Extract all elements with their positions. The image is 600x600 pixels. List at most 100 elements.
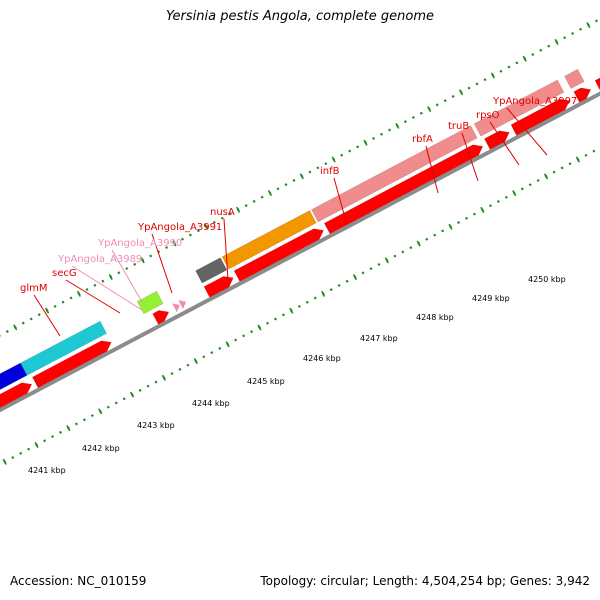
outer-tick-dot bbox=[451, 94, 455, 98]
outer-tick-dot bbox=[411, 115, 415, 119]
outer-tick-dot bbox=[244, 204, 248, 208]
outer-major-tick bbox=[331, 156, 336, 163]
outer-tick-dot bbox=[228, 212, 232, 216]
label-leader-line bbox=[111, 249, 143, 303]
outer-tick-dot bbox=[188, 233, 192, 237]
label-leaders bbox=[33, 107, 548, 337]
inner-tick-dot bbox=[178, 367, 182, 371]
inner-major-tick bbox=[512, 190, 517, 197]
outer-tick-dot bbox=[117, 271, 121, 275]
outer-tick-dot bbox=[419, 111, 423, 115]
outer-major-tick bbox=[108, 273, 113, 281]
outer-major-tick bbox=[395, 122, 400, 129]
outer-tick-dot bbox=[220, 216, 224, 220]
outer-major-tick bbox=[363, 139, 368, 146]
forward-gene-bar bbox=[203, 276, 234, 298]
gene-label: YpAngola_A3989 bbox=[57, 254, 142, 265]
outer-tick-dot bbox=[125, 267, 129, 271]
inner-major-tick bbox=[66, 425, 71, 432]
infB-gene-bar bbox=[311, 125, 478, 223]
inner-tick-dot bbox=[425, 237, 429, 241]
outer-tick-dot bbox=[212, 220, 216, 224]
label-leader-line bbox=[489, 121, 520, 166]
outer-major-tick bbox=[236, 206, 241, 213]
label-leader-line bbox=[65, 279, 121, 314]
inner-tick-dot bbox=[465, 216, 469, 220]
inner-tick-dot bbox=[82, 418, 86, 422]
kbp-label: 4249 kbp bbox=[472, 294, 510, 303]
kbp-label: 4242 kbp bbox=[82, 444, 120, 453]
forward-gene-bar bbox=[323, 144, 484, 235]
inner-tick-dot bbox=[186, 363, 190, 367]
inner-tick-dot bbox=[496, 200, 500, 203]
inner-tick-dot bbox=[433, 233, 437, 237]
inner-tick-dot bbox=[473, 212, 476, 216]
label-leader-line bbox=[71, 265, 143, 311]
inner-tick-dot bbox=[218, 346, 222, 350]
inner-tick-dot bbox=[568, 162, 572, 166]
gene-label: glmM bbox=[20, 283, 48, 294]
label-leader-line bbox=[425, 145, 439, 194]
outer-tick-dot bbox=[29, 317, 33, 321]
gene-labels: glmM secG YpAngola_A3989 YpAngola_A3990 YpAn… bbox=[20, 96, 577, 294]
outer-tick-dot bbox=[292, 178, 296, 182]
gene-label: YpAngola_A3990 bbox=[97, 238, 182, 249]
inner-major-tick bbox=[225, 341, 230, 348]
outer-major-tick bbox=[172, 240, 177, 247]
gene-label: YpAngola_A3991 bbox=[137, 222, 222, 233]
map-title: Yersinia pestis Angola, complete genome bbox=[166, 9, 434, 24]
outer-tick-dot bbox=[324, 162, 328, 166]
inner-tick-dot bbox=[59, 430, 62, 434]
outer-major-tick bbox=[458, 89, 464, 96]
inner-major-tick bbox=[129, 391, 135, 398]
inner-tick-dot bbox=[114, 401, 118, 405]
gene-label: rbfA bbox=[412, 134, 433, 145]
outer-major-tick bbox=[13, 324, 18, 331]
cyan-gene-bar bbox=[20, 320, 108, 376]
inner-major-tick bbox=[416, 240, 421, 247]
outer-tick-dot bbox=[531, 52, 535, 56]
kbp-label: 4241 kbp bbox=[28, 466, 66, 475]
inner-tick-dot bbox=[234, 338, 238, 342]
inner-tick-dot bbox=[393, 254, 397, 258]
outer-tick-dot bbox=[149, 254, 153, 258]
outer-tick-dot bbox=[61, 300, 65, 304]
gene-label: YpAngola_A3997 bbox=[492, 96, 577, 107]
outer-tick-dot bbox=[252, 199, 256, 203]
outer-major-tick bbox=[76, 290, 82, 297]
inner-tick-dot bbox=[297, 304, 301, 308]
nusA-gene-bar bbox=[221, 210, 317, 270]
outer-major-tick bbox=[204, 223, 209, 230]
outer-tick-dot bbox=[483, 78, 487, 82]
outer-tick-dot bbox=[53, 304, 57, 308]
inner-tick-dot bbox=[337, 283, 341, 287]
outer-tick-dot bbox=[579, 27, 583, 31]
inner-major-tick bbox=[384, 257, 389, 264]
inner-tick-dot bbox=[210, 351, 214, 355]
outer-tick-dot bbox=[5, 330, 9, 334]
gene-label: rpsO bbox=[476, 110, 500, 121]
kbp-label: 4250 kbp bbox=[528, 275, 566, 284]
inner-tick-dot bbox=[361, 271, 365, 275]
outer-major-tick bbox=[522, 55, 527, 62]
outer-tick-dot bbox=[181, 237, 184, 241]
inner-tick-dot bbox=[90, 414, 94, 418]
inner-major-tick bbox=[543, 173, 549, 180]
outer-major-tick bbox=[140, 257, 145, 264]
kbp-label: 4247 kbp bbox=[360, 334, 398, 343]
inner-major-tick bbox=[480, 206, 485, 213]
outer-tick-dot bbox=[380, 132, 384, 136]
outer-tick-dot bbox=[515, 61, 519, 65]
outer-tick-dot bbox=[165, 246, 169, 250]
label-leader-line bbox=[33, 294, 61, 337]
inner-tick-dot bbox=[457, 220, 461, 224]
kbp-labels: 4241 kbp 4242 kbp 4243 kbp 4244 kbp 4245 kbp… bbox=[28, 275, 566, 475]
outer-tick-dot bbox=[475, 82, 479, 86]
outer-major-tick bbox=[490, 72, 495, 79]
inner-major-tick bbox=[34, 441, 39, 449]
outer-tick-dot bbox=[467, 86, 471, 90]
inner-major-tick bbox=[448, 223, 453, 230]
inner-tick-dot bbox=[138, 388, 142, 392]
backbone bbox=[0, 91, 600, 413]
kbp-label: 4243 kbp bbox=[137, 421, 175, 430]
